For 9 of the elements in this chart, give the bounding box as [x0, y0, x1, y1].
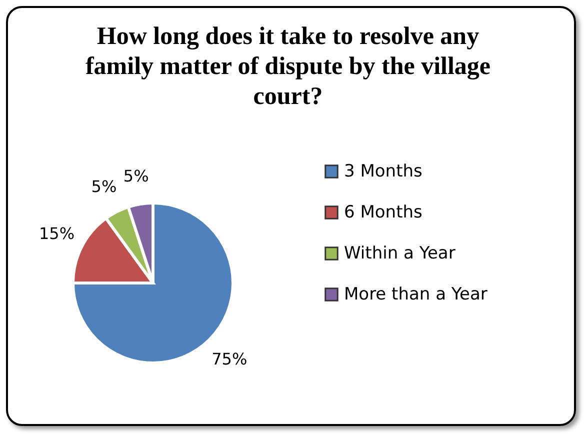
legend-label: 3 Months: [344, 162, 422, 182]
data-label: 5%: [91, 176, 117, 196]
chart-title: How long does it take to resolve any family matter of dispute by the village court?: [84, 22, 492, 112]
data-label: 15%: [38, 224, 75, 243]
data-label: 5%: [123, 166, 149, 186]
legend-label: More than a Year: [344, 284, 488, 304]
legend-label: 6 Months: [344, 202, 422, 222]
data-label: 75%: [212, 349, 248, 368]
legend-label: Within a Year: [344, 244, 456, 264]
